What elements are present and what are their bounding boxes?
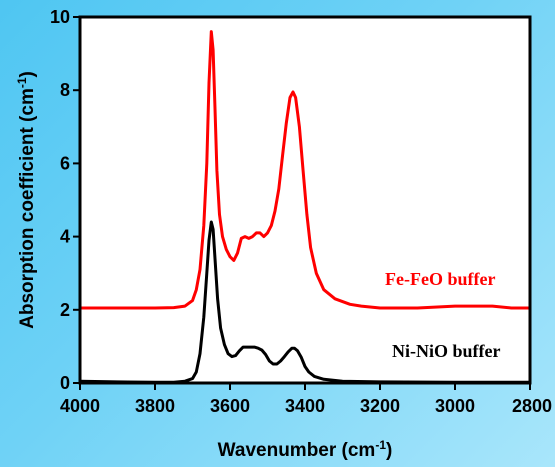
legend-label-ni-nio: Ni-NiO buffer (392, 341, 500, 361)
x-tick-label: 3400 (285, 396, 325, 416)
y-tick-label: 0 (60, 373, 70, 393)
legend-label-fe-feo: Fe-FeO buffer (385, 269, 495, 289)
y-tick-label: 2 (60, 300, 70, 320)
y-axis-title: Absorption coefficient (cm-1) (15, 71, 38, 329)
x-tick-label: 4000 (60, 396, 100, 416)
x-tick-label: 3200 (360, 396, 400, 416)
x-axis-title: Wavenumber (cm-1) (218, 438, 393, 461)
x-tick-label: 3800 (135, 396, 175, 416)
x-tick-label: 3600 (210, 396, 250, 416)
series-line-fe-feo (80, 30, 530, 310)
series-layer (79, 30, 530, 384)
x-tick-label: 3000 (435, 396, 475, 416)
y-tick-label: 10 (50, 7, 70, 27)
x-tick-label: 2800 (512, 396, 552, 416)
y-tick-label: 8 (60, 80, 70, 100)
series-line-ni-nio (79, 220, 530, 384)
y-axis: 0 2 4 6 8 10 (50, 7, 80, 393)
y-tick-label: 4 (60, 227, 70, 247)
y-tick-label: 6 (60, 153, 70, 173)
x-axis: 4000 3800 3600 3400 3200 3000 2800 (60, 383, 552, 416)
